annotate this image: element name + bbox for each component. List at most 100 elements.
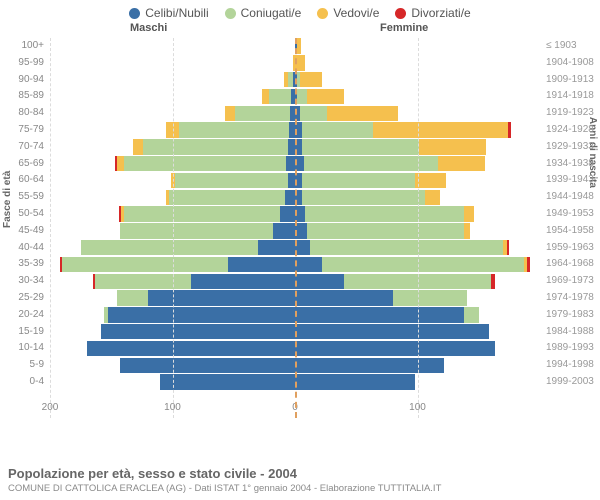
segment-cel — [258, 240, 295, 256]
legend-swatch — [317, 8, 328, 19]
segment-con — [302, 190, 425, 206]
segment-cel — [280, 206, 295, 222]
birth-label: 1994-1998 — [542, 359, 600, 370]
age-label: 85-89 — [0, 90, 48, 101]
segment-ved — [425, 190, 440, 206]
segment-con — [269, 89, 291, 105]
age-label: 25-29 — [0, 292, 48, 303]
age-label: 75-79 — [0, 124, 48, 135]
birth-label: 1924-1928 — [542, 124, 600, 135]
segment-ved — [327, 106, 398, 122]
segment-cel — [285, 190, 295, 206]
age-label: 70-74 — [0, 141, 48, 152]
segment-ved — [225, 106, 235, 122]
segment-con — [62, 257, 227, 273]
pyramid-chart: Fasce di età Anni di nascita 100+95-9990… — [0, 38, 600, 418]
footer: Popolazione per età, sesso e stato civil… — [8, 466, 592, 494]
segment-div — [508, 122, 510, 138]
age-label: 10-14 — [0, 342, 48, 353]
legend-label: Vedovi/e — [333, 6, 379, 20]
birth-label: 1919-1923 — [542, 107, 600, 118]
segment-cel — [295, 274, 344, 290]
segment-ved — [262, 89, 269, 105]
legend: Celibi/Nubili Coniugati/e Vedovi/e Divorzia… — [0, 0, 600, 22]
segment-ved — [415, 173, 446, 189]
birth-label: 1939-1943 — [542, 174, 600, 185]
segment-cel — [295, 257, 322, 273]
birth-label: 1949-1953 — [542, 208, 600, 219]
birth-label: 1984-1988 — [542, 326, 600, 337]
segment-con — [117, 290, 148, 306]
birth-label: 1999-2003 — [542, 376, 600, 387]
segment-con — [120, 223, 273, 239]
legend-swatch — [395, 8, 406, 19]
segment-con — [464, 307, 479, 323]
segment-con — [302, 122, 373, 138]
legend-item: Celibi/Nubili — [129, 6, 208, 20]
segment-con — [179, 122, 289, 138]
segment-cel — [295, 341, 495, 357]
segment-cel — [288, 139, 295, 155]
age-label: 15-19 — [0, 326, 48, 337]
age-label: 80-84 — [0, 107, 48, 118]
legend-label: Divorziati/e — [411, 6, 470, 20]
segment-con — [322, 257, 524, 273]
x-tick: 100 — [409, 402, 426, 413]
segment-con — [124, 156, 287, 172]
center-line — [295, 38, 297, 418]
age-label: 30-34 — [0, 275, 48, 286]
segment-div — [527, 257, 531, 273]
segment-con — [310, 240, 504, 256]
birth-label: 1954-1958 — [542, 225, 600, 236]
segment-con — [175, 173, 288, 189]
birth-label: 1934-1938 — [542, 158, 600, 169]
segment-cel — [295, 324, 489, 340]
segment-ved — [297, 38, 301, 54]
segment-con — [305, 206, 464, 222]
age-axis: 100+95-9990-9485-8980-8475-7970-7465-696… — [0, 38, 48, 418]
segment-cel — [288, 173, 295, 189]
age-label: 0-4 — [0, 376, 48, 387]
age-label: 45-49 — [0, 225, 48, 236]
birth-label: 1904-1908 — [542, 57, 600, 68]
segment-ved — [464, 206, 474, 222]
chart-subtitle: COMUNE DI CATTOLICA ERACLEA (AG) - Dati … — [8, 483, 592, 494]
gridline — [173, 38, 174, 418]
age-label: 95-99 — [0, 57, 48, 68]
segment-cel — [148, 290, 295, 306]
column-headers: Maschi Femmine — [0, 22, 600, 38]
male-header: Maschi — [130, 22, 167, 34]
segment-con — [302, 173, 415, 189]
segment-ved — [133, 139, 143, 155]
birth-label: 1929-1933 — [542, 141, 600, 152]
chart-title: Popolazione per età, sesso e stato civil… — [8, 466, 592, 481]
segment-cel — [101, 324, 295, 340]
segment-cel — [191, 274, 295, 290]
segment-ved — [419, 139, 486, 155]
segment-con — [300, 106, 327, 122]
female-header: Femmine — [380, 22, 428, 34]
birth-label: 1979-1983 — [542, 309, 600, 320]
segment-ved — [373, 122, 508, 138]
age-label: 55-59 — [0, 191, 48, 202]
birth-axis: ≤ 19031904-19081909-19131914-19181919-19… — [542, 38, 600, 418]
segment-ved — [300, 72, 322, 88]
birth-label: 1914-1918 — [542, 90, 600, 101]
segment-cel — [120, 358, 295, 374]
segment-div — [507, 240, 509, 256]
legend-swatch — [129, 8, 140, 19]
birth-label: 1969-1973 — [542, 275, 600, 286]
legend-label: Celibi/Nubili — [145, 6, 208, 20]
legend-item: Coniugati/e — [225, 6, 302, 20]
segment-ved — [464, 223, 470, 239]
segment-con — [297, 89, 307, 105]
age-label: 100+ — [0, 40, 48, 51]
age-label: 90-94 — [0, 74, 48, 85]
age-label: 35-39 — [0, 258, 48, 269]
segment-con — [81, 240, 259, 256]
birth-label: 1989-1993 — [542, 342, 600, 353]
segment-ved — [438, 156, 485, 172]
segment-cel — [295, 358, 444, 374]
segment-cel — [273, 223, 295, 239]
birth-label: 1964-1968 — [542, 258, 600, 269]
